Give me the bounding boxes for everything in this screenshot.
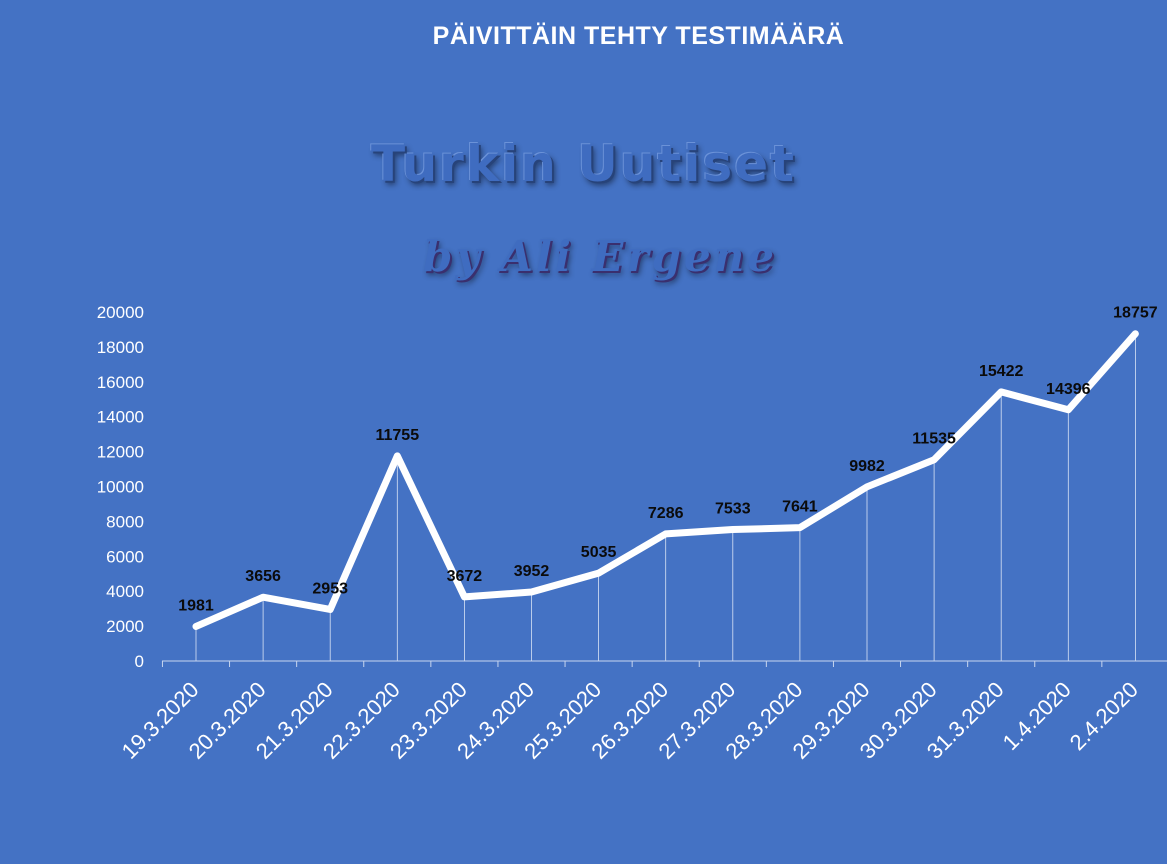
data-label: 7641 xyxy=(782,499,818,516)
data-labels: 1981 3656 2953 11755 3672 3952 5035 7286 7533 764… xyxy=(178,305,1158,615)
data-label: 1981 xyxy=(178,597,214,614)
y-tick-label: 18000 xyxy=(97,338,144,357)
data-label: 9982 xyxy=(849,458,885,475)
series-line xyxy=(192,330,1139,630)
data-label: 7533 xyxy=(715,501,751,518)
data-label: 18757 xyxy=(1113,305,1158,322)
watermark-byline: by Ali Ergene xyxy=(423,232,777,281)
data-label: 2953 xyxy=(312,580,348,597)
watermark-title: Turkin Uutiset xyxy=(370,135,797,193)
data-label: 3952 xyxy=(514,563,550,580)
y-tick-label: 6000 xyxy=(106,547,144,566)
y-tick-label: 4000 xyxy=(106,582,144,601)
y-tick-label: 0 xyxy=(135,652,144,671)
data-label: 11755 xyxy=(375,427,419,444)
data-label: 7286 xyxy=(648,505,684,522)
data-label: 15422 xyxy=(979,363,1024,380)
chart-title: PÄIVITTÄIN TEHTY TESTIMÄÄRÄ xyxy=(432,22,845,50)
y-tick-label: 2000 xyxy=(106,617,144,636)
drop-lines xyxy=(195,333,1136,661)
x-tick-label: 2.4.2020 xyxy=(1065,677,1143,755)
y-axis-ticks: 0 2000 4000 6000 8000 10000 12000 14000 16000 180… xyxy=(97,303,144,671)
y-tick-label: 10000 xyxy=(97,478,144,497)
data-label: 11535 xyxy=(912,431,956,448)
data-label: 3672 xyxy=(447,568,483,585)
y-tick-label: 8000 xyxy=(106,512,144,531)
data-label: 3656 xyxy=(245,568,281,585)
y-tick-label: 16000 xyxy=(97,373,144,392)
x-tick-label: 1.4.2020 xyxy=(998,677,1076,755)
data-label: 5035 xyxy=(581,544,617,561)
y-tick-label: 12000 xyxy=(97,443,144,462)
x-axis-ticks: 19.3.202020.3.202021.3.202022.3.202023.3… xyxy=(117,661,1143,764)
y-tick-label: 14000 xyxy=(97,408,144,427)
y-tick-label: 20000 xyxy=(97,303,144,322)
data-label: 14396 xyxy=(1046,381,1091,398)
